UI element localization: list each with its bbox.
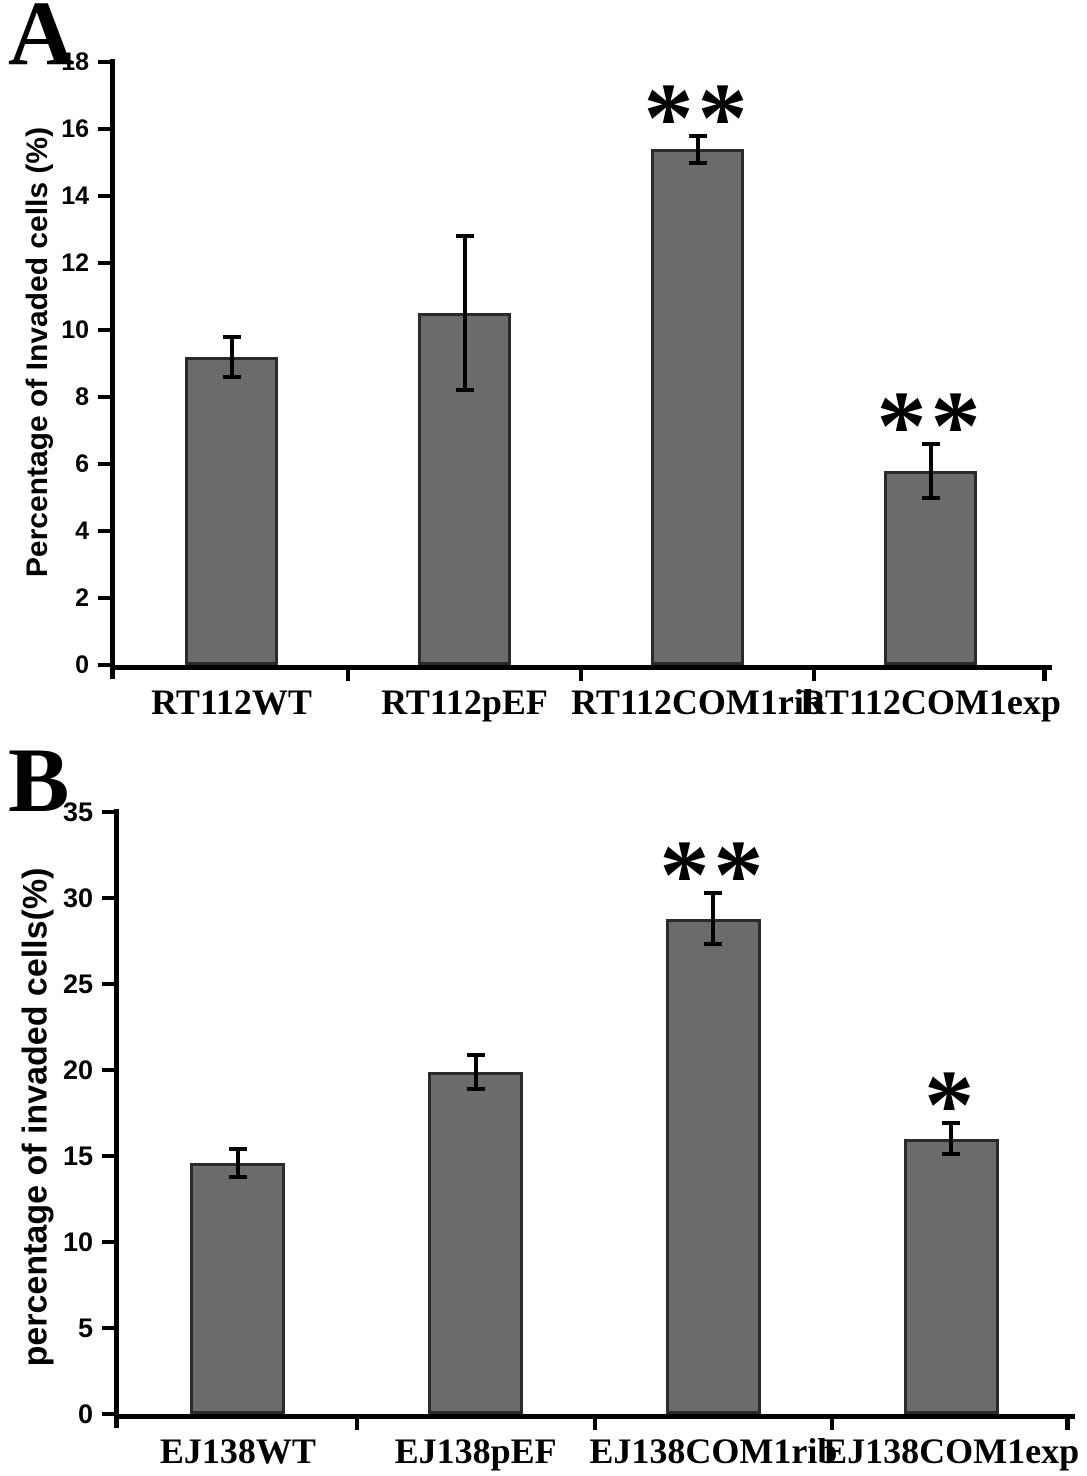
error-bar-line (229, 336, 234, 377)
y-tick-label: 20 (62, 1055, 93, 1085)
y-tick-mark (98, 328, 111, 332)
y-tick-label: 15 (62, 1141, 93, 1171)
x-tick-mark (1065, 1417, 1070, 1430)
y-tick-label: 18 (61, 48, 89, 76)
x-tick-mark (830, 1417, 835, 1430)
error-bar-cap-top (704, 890, 723, 895)
error-bar-cap-top (921, 441, 940, 446)
error-bar-cap-top (466, 1052, 485, 1057)
error-bar-line (928, 443, 933, 498)
error-bar-line (235, 1149, 240, 1177)
x-category-label: RT112WT (151, 682, 312, 722)
bar (428, 1071, 524, 1414)
bar (903, 1138, 999, 1414)
x-tick-mark (579, 668, 583, 681)
error-bar-cap-top (222, 334, 241, 339)
y-axis-line (110, 59, 115, 679)
bar (417, 313, 512, 665)
y-tick-label: 35 (62, 797, 93, 827)
error-bar-cap-bottom (688, 160, 707, 165)
y-tick-mark (102, 896, 115, 900)
y-tick-mark (98, 596, 111, 600)
y-tick-label: 30 (62, 883, 93, 913)
y-tick-mark (102, 1412, 115, 1416)
y-tick-mark (98, 395, 111, 399)
x-category-label: EJ138COM1rib (589, 1431, 838, 1471)
error-bar-cap-bottom (704, 942, 723, 947)
y-tick-label: 4 (75, 517, 89, 545)
x-tick-mark (812, 668, 816, 681)
error-bar-cap-bottom (921, 495, 940, 500)
error-bar-cap-bottom (455, 388, 474, 393)
y-tick-label: 12 (61, 249, 89, 277)
y-tick-mark (98, 261, 111, 265)
bar (665, 918, 761, 1414)
x-axis-line (110, 665, 1052, 670)
y-tick-label: 25 (62, 969, 93, 999)
significance-marker: ** (659, 818, 768, 930)
y-tick-label: 5 (77, 1313, 93, 1343)
x-tick-mark (354, 1417, 359, 1430)
bar (190, 1162, 286, 1414)
y-tick-label: 2 (75, 584, 89, 612)
y-tick-mark (102, 1068, 115, 1072)
y-tick-mark (98, 127, 111, 131)
x-category-label: EJ138COM1exp (823, 1431, 1080, 1471)
error-bar-cap-top (228, 1147, 247, 1152)
panel-b-letter: B (8, 729, 70, 831)
error-bar-line (711, 892, 716, 945)
y-tick-mark (98, 663, 111, 667)
bar (184, 356, 279, 665)
significance-marker: ** (876, 369, 985, 481)
y-tick-mark (102, 1240, 115, 1244)
error-bar-line (462, 236, 467, 391)
y-tick-mark (98, 60, 111, 64)
bar (883, 470, 978, 665)
y-tick-label: 16 (61, 115, 89, 143)
y-tick-mark (102, 1154, 115, 1158)
error-bar-line (473, 1054, 478, 1089)
y-tick-mark (98, 194, 111, 198)
y-tick-label: 10 (61, 316, 89, 344)
y-axis-line (114, 809, 119, 1428)
error-bar-cap-top (688, 133, 707, 138)
error-bar-cap-top (455, 234, 474, 239)
y-tick-mark (102, 1326, 115, 1330)
error-bar-cap-bottom (222, 374, 241, 379)
panel-a-plot-area: 0 2 4 6 8 10 12 14 16 18 RT112WT RT112pEF ** RT112COM… (61, 48, 1061, 722)
y-tick-label: 0 (77, 1399, 93, 1429)
error-bar-cap-bottom (942, 1152, 961, 1157)
x-category-label: RT112pEF (381, 682, 548, 722)
y-tick-label: 8 (75, 383, 89, 411)
panel-a-letter: A (8, 0, 75, 84)
y-tick-mark (102, 982, 115, 986)
significance-marker: ** (643, 61, 752, 173)
y-tick-label: 14 (61, 182, 89, 210)
x-category-label: RT112COM1rib (571, 682, 824, 722)
x-category-label: EJ138pEF (394, 1431, 557, 1471)
panel-b-plot-area: 0 5 10 15 20 25 30 35 EJ138WT EJ138pEF ** EJ138COM1… (63, 797, 1079, 1471)
bar (650, 149, 745, 665)
y-tick-label: 0 (75, 651, 89, 679)
error-bar-cap-bottom (466, 1086, 485, 1091)
error-bar-cap-top (942, 1121, 961, 1126)
error-bar-cap-bottom (228, 1174, 247, 1179)
x-tick-mark (1042, 668, 1047, 681)
error-bar-line (695, 135, 700, 163)
significance-marker: * (924, 1049, 979, 1161)
y-tick-mark (98, 529, 111, 533)
error-bar-line (949, 1123, 954, 1155)
x-axis-line (114, 1414, 1075, 1419)
y-tick-mark (98, 462, 111, 466)
y-tick-label: 10 (62, 1227, 93, 1257)
y-tick-mark (102, 810, 115, 814)
panel-b-y-axis-title: percentage of invaded cells(%) (16, 867, 55, 1367)
x-category-label: EJ138WT (159, 1431, 316, 1471)
y-tick-label: 6 (75, 450, 89, 478)
x-tick-mark (592, 1417, 597, 1430)
x-tick-mark (346, 668, 350, 681)
x-category-label: RT112COM1exp (800, 682, 1061, 722)
